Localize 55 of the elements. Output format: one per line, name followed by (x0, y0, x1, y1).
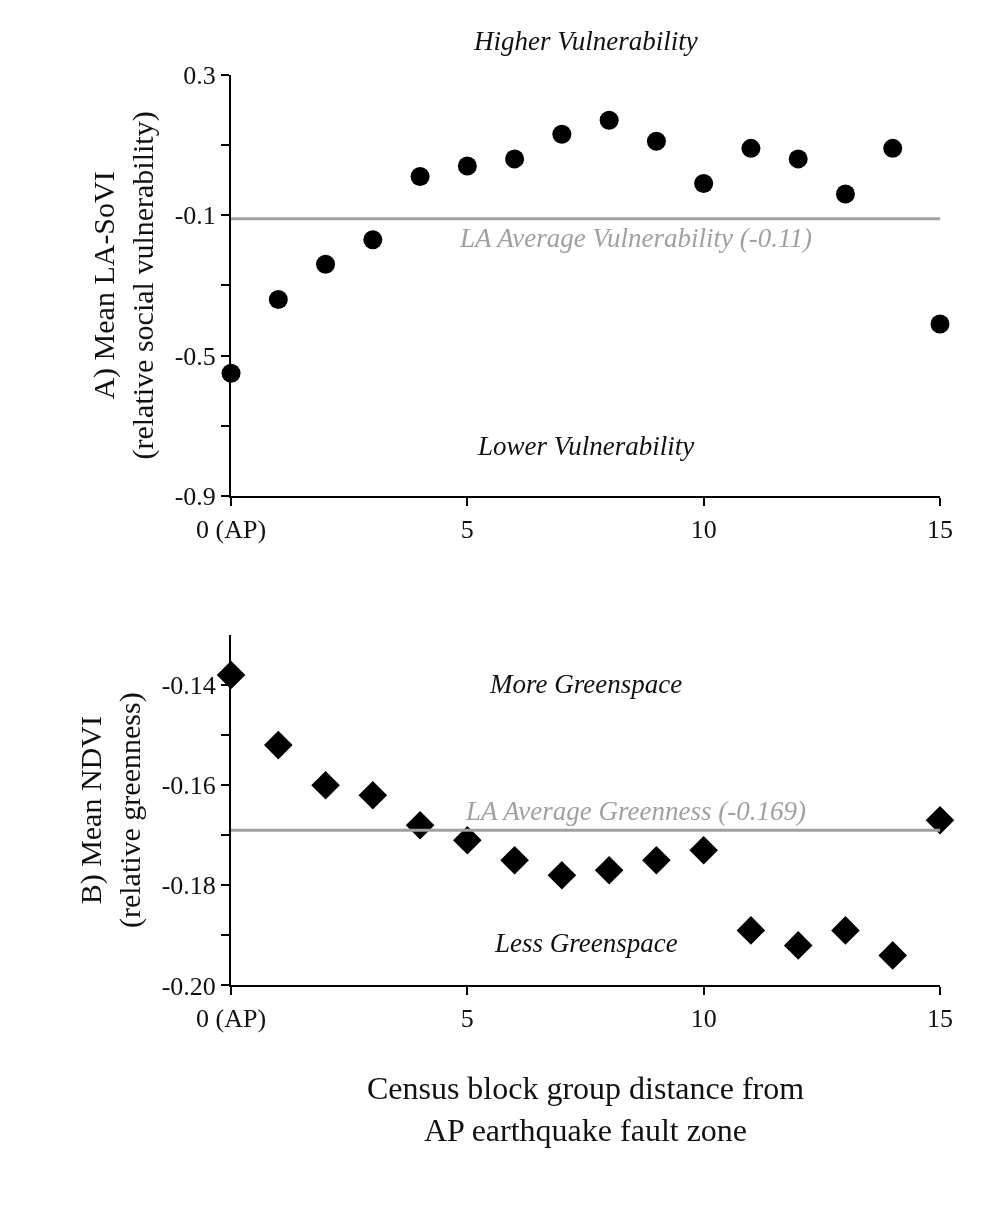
point (457, 156, 477, 176)
point (783, 931, 813, 960)
x-tick-label: 5 (460, 1003, 474, 1033)
ref-line-label: LA Average Vulnerability (-0.11) (459, 223, 812, 253)
x-tick-label: 10 (690, 1003, 717, 1033)
x-tick-label: 0 (AP) (196, 514, 267, 544)
point (363, 230, 383, 250)
annotation: Less Greenspace (494, 928, 678, 958)
point (358, 780, 388, 810)
annotation: Lower Vulnerability (477, 431, 695, 461)
point (594, 856, 624, 885)
point (216, 660, 246, 690)
x-tick-label: 15 (926, 1003, 953, 1033)
y-tick-label: -0.16 (161, 771, 216, 801)
y-tick-label: -0.20 (161, 971, 216, 1001)
x-tick-label: 0 (AP) (196, 1003, 267, 1033)
x-tick-label: 10 (690, 514, 717, 544)
x-tick-label: 5 (460, 514, 474, 544)
ref-line-label: LA Average Greenness (-0.169) (465, 796, 806, 826)
point (599, 110, 619, 130)
y-tick-label: -0.1 (174, 201, 216, 231)
y-tick-label: -0.5 (174, 341, 216, 371)
y-tick-label: -0.14 (161, 671, 216, 701)
point (410, 166, 430, 186)
point (642, 845, 671, 875)
y-tick-label: -0.18 (161, 871, 216, 901)
point (505, 149, 525, 169)
point (263, 730, 293, 760)
point (316, 254, 336, 274)
point (552, 124, 572, 144)
point (646, 131, 666, 151)
point (883, 138, 903, 158)
point (831, 916, 860, 945)
point (547, 861, 577, 890)
point (930, 314, 950, 334)
point (689, 835, 718, 865)
x-axis-title: Census block group distance from AP earthquake fault zone (366, 1070, 805, 1148)
point (453, 825, 482, 855)
point (500, 845, 529, 875)
point (878, 941, 908, 970)
point (925, 805, 955, 835)
point (741, 138, 761, 158)
y-axis-title: A) Mean LA-SoVI (relative social vulnerability) (87, 111, 161, 460)
point (736, 916, 766, 945)
x-tick-label: 15 (926, 514, 953, 544)
point (268, 289, 288, 309)
point (788, 149, 808, 169)
y-tick-label: 0.3 (183, 60, 216, 90)
point (835, 184, 855, 204)
y-axis-title: B) Mean NDVI (relative greenness) (74, 692, 148, 929)
point (311, 770, 340, 800)
point (694, 173, 714, 193)
annotation: More Greenspace (489, 669, 683, 699)
y-tick-label: -0.9 (174, 482, 216, 512)
text: Higher Vulnerability (473, 26, 698, 56)
